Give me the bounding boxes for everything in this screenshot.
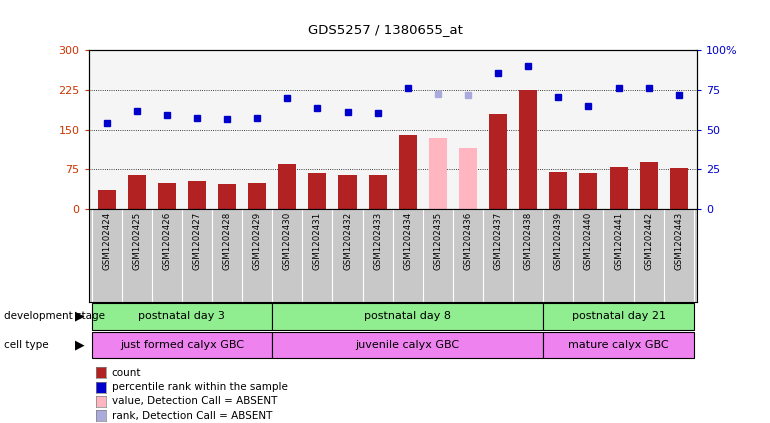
Text: GDS5257 / 1380655_at: GDS5257 / 1380655_at <box>307 23 463 36</box>
FancyBboxPatch shape <box>92 332 273 358</box>
Text: GSM1202440: GSM1202440 <box>584 212 593 270</box>
Text: count: count <box>112 368 141 378</box>
Text: just formed calyx GBC: just formed calyx GBC <box>120 340 244 350</box>
Bar <box>98 190 116 209</box>
Text: GSM1202426: GSM1202426 <box>162 212 172 270</box>
Text: GSM1202429: GSM1202429 <box>253 212 262 270</box>
Text: postnatal day 8: postnatal day 8 <box>364 311 451 321</box>
Text: GSM1202427: GSM1202427 <box>192 212 202 270</box>
Bar <box>670 168 688 209</box>
Text: postnatal day 21: postnatal day 21 <box>571 311 665 321</box>
Text: ▶: ▶ <box>75 339 84 352</box>
Text: GSM1202433: GSM1202433 <box>373 212 382 270</box>
Text: postnatal day 3: postnatal day 3 <box>139 311 226 321</box>
FancyBboxPatch shape <box>544 332 694 358</box>
Bar <box>579 173 598 209</box>
Bar <box>128 175 146 209</box>
Text: GSM1202424: GSM1202424 <box>102 212 111 270</box>
Bar <box>158 183 176 209</box>
Text: GSM1202442: GSM1202442 <box>644 212 653 270</box>
Text: GSM1202431: GSM1202431 <box>313 212 322 270</box>
Bar <box>459 148 477 209</box>
FancyBboxPatch shape <box>92 303 273 330</box>
Text: percentile rank within the sample: percentile rank within the sample <box>112 382 287 392</box>
Text: GSM1202434: GSM1202434 <box>403 212 412 270</box>
Text: GSM1202437: GSM1202437 <box>494 212 503 270</box>
Text: rank, Detection Call = ABSENT: rank, Detection Call = ABSENT <box>112 411 272 421</box>
Text: GSM1202425: GSM1202425 <box>132 212 141 270</box>
Text: GSM1202428: GSM1202428 <box>223 212 232 270</box>
FancyBboxPatch shape <box>273 303 544 330</box>
Bar <box>489 114 507 209</box>
Text: value, Detection Call = ABSENT: value, Detection Call = ABSENT <box>112 396 277 407</box>
Text: GSM1202441: GSM1202441 <box>614 212 623 270</box>
Bar <box>640 162 658 209</box>
Text: GSM1202430: GSM1202430 <box>283 212 292 270</box>
Bar <box>308 173 326 209</box>
Text: GSM1202443: GSM1202443 <box>675 212 683 270</box>
Bar <box>218 184 236 209</box>
Bar <box>519 90 537 209</box>
FancyBboxPatch shape <box>273 332 544 358</box>
Bar <box>248 183 266 209</box>
Text: GSM1202438: GSM1202438 <box>524 212 533 270</box>
Bar <box>339 175 357 209</box>
Text: GSM1202436: GSM1202436 <box>464 212 473 270</box>
Text: cell type: cell type <box>4 340 49 350</box>
Bar <box>610 167 628 209</box>
Bar <box>369 175 387 209</box>
Bar <box>188 181 206 209</box>
Text: mature calyx GBC: mature calyx GBC <box>568 340 669 350</box>
Text: development stage: development stage <box>4 311 105 321</box>
Bar <box>429 137 447 209</box>
Bar <box>399 135 417 209</box>
Text: juvenile calyx GBC: juvenile calyx GBC <box>356 340 460 350</box>
Text: GSM1202432: GSM1202432 <box>343 212 352 270</box>
Text: GSM1202435: GSM1202435 <box>434 212 443 270</box>
Bar <box>278 164 296 209</box>
Bar <box>549 172 567 209</box>
Text: ▶: ▶ <box>75 310 84 323</box>
Text: GSM1202439: GSM1202439 <box>554 212 563 270</box>
FancyBboxPatch shape <box>544 303 694 330</box>
